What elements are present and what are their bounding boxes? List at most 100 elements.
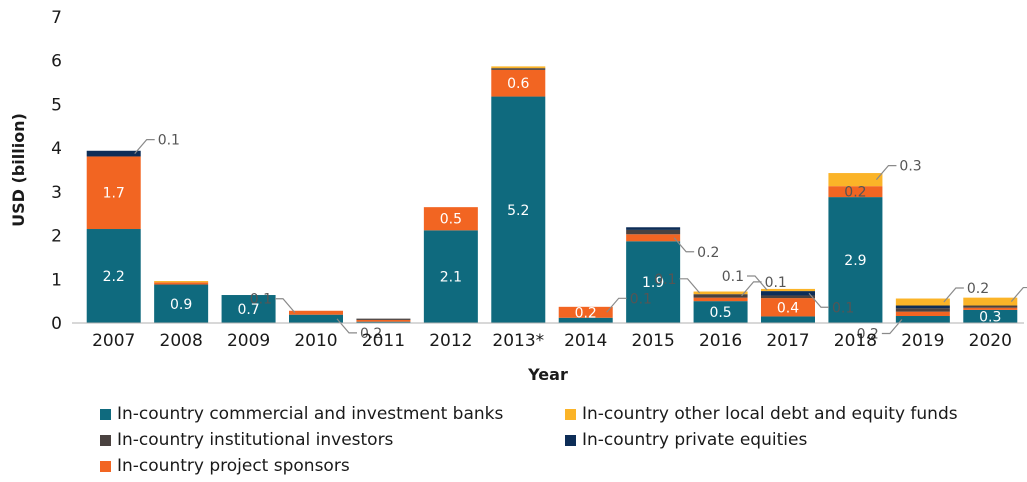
legend-label: In-country private equities bbox=[582, 430, 808, 450]
bar-segment bbox=[895, 311, 950, 317]
data-label: 0.7 bbox=[237, 302, 259, 318]
bar-segment bbox=[491, 68, 546, 70]
data-label: 0.2 bbox=[967, 281, 989, 297]
data-label: 0.4 bbox=[777, 300, 799, 316]
bar-stacks bbox=[86, 66, 1018, 323]
data-label: 0.1 bbox=[832, 300, 854, 316]
bar-segment bbox=[895, 308, 950, 312]
bar-segment bbox=[626, 229, 681, 235]
bar-segment bbox=[356, 318, 411, 320]
bar-segment bbox=[356, 321, 411, 323]
callout-leader-line bbox=[673, 237, 695, 253]
bar-segment bbox=[895, 305, 950, 309]
bar-segment bbox=[963, 307, 1018, 310]
x-tick-label: 2014 bbox=[564, 331, 607, 351]
x-tick-label: 2018 bbox=[834, 331, 877, 351]
bar-segment bbox=[761, 316, 815, 323]
x-tick-label: 2008 bbox=[160, 331, 203, 351]
x-tick-label: 2019 bbox=[901, 331, 944, 351]
bar-segment bbox=[491, 66, 546, 69]
x-tick-label: 2007 bbox=[92, 331, 135, 351]
bar-segment bbox=[761, 288, 815, 292]
data-label: 0.2 bbox=[697, 245, 719, 261]
bar-segment bbox=[491, 69, 546, 97]
x-tick-label: 2020 bbox=[969, 331, 1012, 351]
bar-segment bbox=[86, 229, 141, 323]
y-axis-ticks: 0 1 2 3 4 5 6 7 bbox=[51, 8, 62, 334]
legend-label: In-country other local debt and equity f… bbox=[582, 404, 958, 424]
data-label: 0.6 bbox=[507, 76, 529, 92]
bar-segment bbox=[289, 314, 343, 323]
legend-swatch bbox=[565, 408, 576, 420]
data-label: 1.9 bbox=[642, 275, 664, 291]
x-axis-ticks: 2007 2008 2009 2010 2011 2012 2013* 2014 2015 201… bbox=[92, 331, 1012, 351]
legend-item-commercial-banks: In-country commercial and investment ban… bbox=[100, 404, 503, 424]
bar-segment bbox=[221, 295, 276, 323]
callout-leader-line bbox=[606, 297, 627, 313]
legend-swatch bbox=[100, 460, 111, 472]
data-label: 0.2 bbox=[844, 185, 866, 201]
y-tick-label: 1 bbox=[51, 270, 62, 290]
bar-segment bbox=[828, 186, 883, 198]
x-tick-label: 2009 bbox=[227, 331, 270, 351]
legend-item-project-sponsors: In-country project sponsors bbox=[100, 456, 350, 476]
data-label: 0.9 bbox=[170, 297, 192, 313]
data-label: 2.1 bbox=[440, 270, 462, 286]
bar-segment bbox=[761, 298, 815, 317]
legend-item-private-equities: In-country private equities bbox=[565, 430, 807, 450]
data-label: 0.2 bbox=[360, 326, 382, 342]
data-label: 2.2 bbox=[103, 269, 125, 285]
bar-segment bbox=[963, 297, 1018, 306]
data-label: 0.1 bbox=[630, 291, 652, 307]
y-tick-label: 0 bbox=[51, 314, 62, 334]
data-label: 0.1 bbox=[654, 272, 676, 288]
data-label: 5.2 bbox=[507, 203, 529, 219]
x-tick-label: 2010 bbox=[294, 331, 337, 351]
y-tick-label: 6 bbox=[51, 52, 62, 72]
bar-segment bbox=[423, 230, 478, 323]
callout-leader-line bbox=[134, 139, 155, 154]
bar-segment bbox=[963, 309, 1018, 323]
y-tick-label: 5 bbox=[51, 95, 62, 115]
bar-segment bbox=[491, 96, 546, 323]
y-axis-title: USD (billion) bbox=[9, 113, 28, 227]
data-label: 0.1 bbox=[250, 292, 272, 308]
data-label: 2.9 bbox=[844, 253, 866, 269]
bar-segment bbox=[693, 291, 748, 295]
legend-swatch bbox=[100, 434, 111, 446]
data-label: 0.1 bbox=[765, 275, 787, 291]
bar-segment bbox=[154, 281, 209, 283]
legend-swatch bbox=[565, 434, 576, 446]
data-label: 0.2 bbox=[575, 305, 597, 321]
bar-segment bbox=[693, 297, 748, 302]
data-label: 0.3 bbox=[979, 309, 1001, 325]
bar-segment bbox=[154, 282, 209, 285]
data-label: 0.3 bbox=[899, 159, 921, 175]
y-tick-label: 2 bbox=[51, 227, 62, 247]
x-axis-title: Year bbox=[527, 365, 568, 384]
y-tick-label: 3 bbox=[51, 183, 62, 203]
bar-segment bbox=[626, 227, 681, 230]
bar-segment bbox=[558, 306, 613, 318]
data-label: 0.5 bbox=[709, 305, 731, 321]
data-label: 0.1 bbox=[722, 269, 744, 285]
x-tick-label: 2017 bbox=[766, 331, 809, 351]
callout-leader-line bbox=[336, 318, 357, 334]
bar-segment bbox=[558, 317, 613, 323]
x-tick-label: 2015 bbox=[632, 331, 675, 351]
data-label: 0.5 bbox=[440, 212, 462, 228]
data-label: 0.2 bbox=[857, 327, 879, 343]
legend-item-other-local-funds: In-country other local debt and equity f… bbox=[565, 404, 958, 424]
x-tick-label: 2012 bbox=[429, 331, 472, 351]
y-tick-label: 4 bbox=[51, 139, 62, 159]
x-tick-label: 2013* bbox=[492, 331, 544, 351]
bar-segment bbox=[423, 207, 478, 231]
callout-leader-line bbox=[747, 275, 768, 291]
callout-leader-line bbox=[875, 165, 897, 181]
bar-segment bbox=[86, 156, 141, 230]
legend-swatch bbox=[100, 408, 111, 420]
bar-segment bbox=[693, 294, 748, 298]
bar-segment bbox=[356, 319, 411, 322]
bar-segment bbox=[761, 295, 815, 299]
legend-label: In-country commercial and investment ban… bbox=[117, 404, 504, 424]
